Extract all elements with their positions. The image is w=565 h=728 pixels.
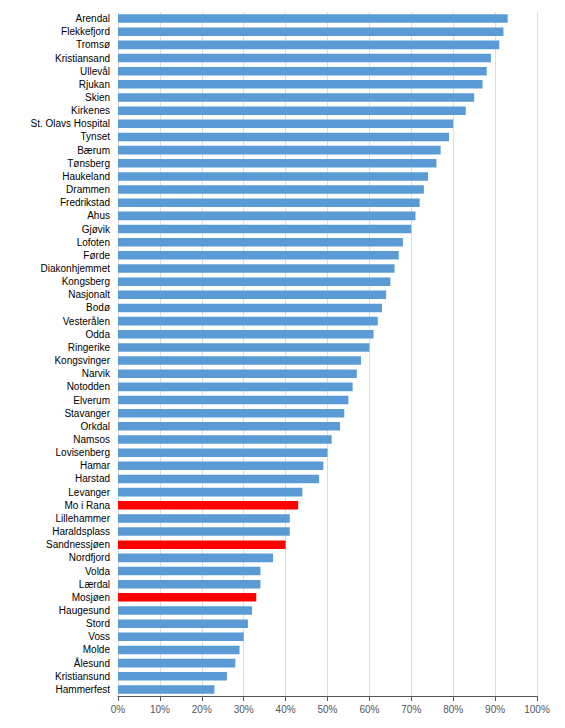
svg-text:Lærdal: Lærdal [79,579,110,590]
svg-text:0%: 0% [111,704,126,715]
svg-text:Notodden: Notodden [67,381,110,392]
svg-text:Elverum: Elverum [73,395,110,406]
svg-text:Hammerfest: Hammerfest [56,684,111,695]
svg-text:Bærum: Bærum [77,145,110,156]
svg-text:Arendal: Arendal [76,13,110,24]
svg-text:Sandnessjøen: Sandnessjøen [46,539,110,550]
svg-text:30%: 30% [234,704,254,715]
svg-text:90%: 90% [485,704,505,715]
svg-text:Hamar: Hamar [80,460,111,471]
svg-text:Lillehammer: Lillehammer [56,513,111,524]
svg-text:Tynset: Tynset [81,131,111,142]
svg-text:Kongsvinger: Kongsvinger [54,355,110,366]
svg-text:Molde: Molde [83,644,111,655]
svg-text:Haugesund: Haugesund [59,605,110,616]
svg-text:St. Olavs Hospital: St. Olavs Hospital [31,118,110,129]
svg-text:Volda: Volda [85,566,110,577]
svg-text:Levanger: Levanger [68,487,110,498]
svg-text:Mosjøen: Mosjøen [72,592,110,603]
svg-text:Voss: Voss [88,631,110,642]
svg-text:Harstad: Harstad [75,473,110,484]
svg-text:Nordfjord: Nordfjord [69,552,110,563]
svg-text:Førde: Førde [83,250,110,261]
svg-text:Namsos: Namsos [73,434,110,445]
svg-text:Kristiansund: Kristiansund [55,671,110,682]
svg-text:50%: 50% [317,704,337,715]
svg-text:Ahus: Ahus [87,210,110,221]
svg-text:Ullevål: Ullevål [80,66,110,77]
svg-text:Lovisenberg: Lovisenberg [56,447,110,458]
svg-text:Tønsberg: Tønsberg [67,158,110,169]
svg-text:80%: 80% [443,704,463,715]
svg-text:Vesterålen: Vesterålen [63,316,110,327]
svg-text:60%: 60% [359,704,379,715]
svg-text:100%: 100% [524,704,550,715]
svg-text:Gjøvik: Gjøvik [82,224,111,235]
svg-text:Haraldsplass: Haraldsplass [52,526,110,537]
svg-text:Ringerike: Ringerike [68,342,111,353]
svg-text:Diakonhjemmet: Diakonhjemmet [41,263,111,274]
svg-text:Narvik: Narvik [82,368,111,379]
svg-text:Drammen: Drammen [66,184,110,195]
svg-text:Odda: Odda [86,329,111,340]
svg-text:Ålesund: Ålesund [74,657,110,669]
svg-text:Tromsø: Tromsø [76,39,110,50]
svg-text:Haukeland: Haukeland [62,171,110,182]
svg-text:20%: 20% [192,704,212,715]
svg-text:10%: 10% [150,704,170,715]
svg-text:Bodø: Bodø [86,302,110,313]
svg-text:Stord: Stord [86,618,110,629]
svg-text:Rjukan: Rjukan [79,79,110,90]
svg-text:40%: 40% [276,704,296,715]
svg-text:Fredrikstad: Fredrikstad [60,197,110,208]
svg-text:Lofoten: Lofoten [77,237,110,248]
svg-text:Nasjonalt: Nasjonalt [68,289,110,300]
svg-text:Stavanger: Stavanger [64,408,110,419]
svg-text:Orkdal: Orkdal [81,421,110,432]
svg-text:Kristiansand: Kristiansand [55,53,110,64]
svg-text:Kongsberg: Kongsberg [62,276,110,287]
svg-text:Flekkefjord: Flekkefjord [61,26,110,37]
svg-text:Kirkenes: Kirkenes [71,105,110,116]
svg-text:Skien: Skien [85,92,110,103]
svg-text:70%: 70% [401,704,421,715]
svg-text:Mo i Rana: Mo i Rana [64,500,110,511]
